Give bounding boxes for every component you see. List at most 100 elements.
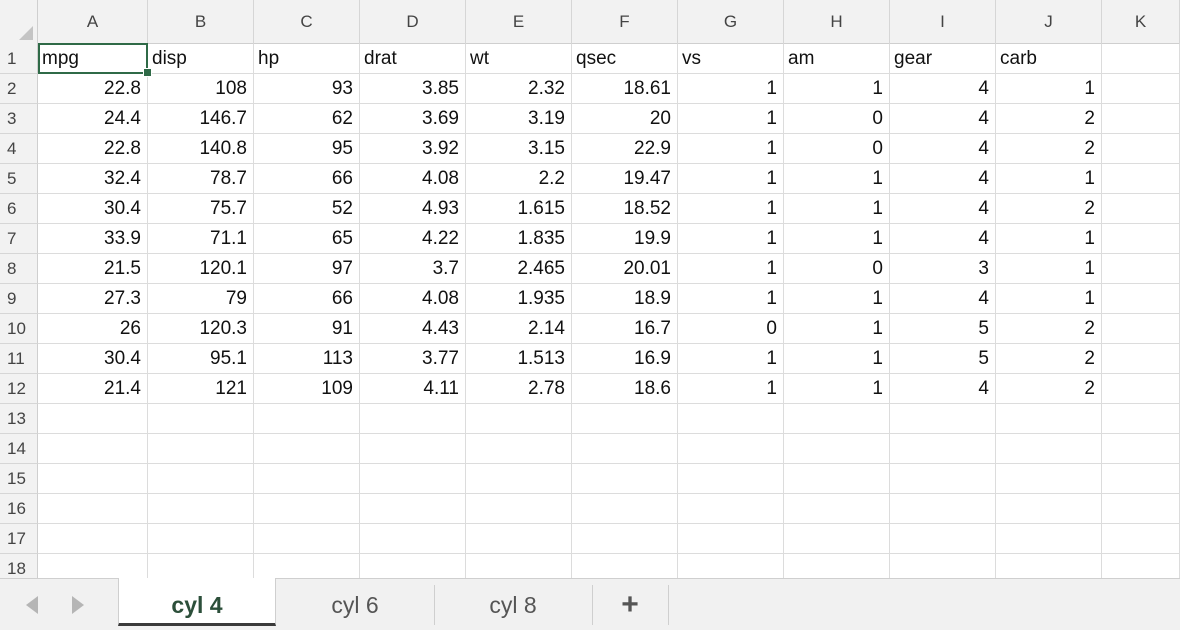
cell-e7[interactable]: 1.835 bbox=[466, 224, 572, 254]
cell-f17[interactable] bbox=[572, 524, 678, 554]
cell-i6[interactable]: 4 bbox=[890, 194, 996, 224]
cell-i3[interactable]: 4 bbox=[890, 104, 996, 134]
cell-d15[interactable] bbox=[360, 464, 466, 494]
cell-k5[interactable] bbox=[1102, 164, 1180, 194]
cell-h14[interactable] bbox=[784, 434, 890, 464]
cell-g6[interactable]: 1 bbox=[678, 194, 784, 224]
fill-handle[interactable] bbox=[143, 68, 152, 77]
column-header-b[interactable]: B bbox=[148, 0, 254, 44]
cell-b14[interactable] bbox=[148, 434, 254, 464]
cell-f10[interactable]: 16.7 bbox=[572, 314, 678, 344]
cell-h10[interactable]: 1 bbox=[784, 314, 890, 344]
cell-b9[interactable]: 79 bbox=[148, 284, 254, 314]
cell-a10[interactable]: 26 bbox=[38, 314, 148, 344]
cell-d11[interactable]: 3.77 bbox=[360, 344, 466, 374]
row-header[interactable]: 8 bbox=[0, 254, 38, 284]
cell-i13[interactable] bbox=[890, 404, 996, 434]
cell-c9[interactable]: 66 bbox=[254, 284, 360, 314]
cell-h6[interactable]: 1 bbox=[784, 194, 890, 224]
cell-c10[interactable]: 91 bbox=[254, 314, 360, 344]
cell-g17[interactable] bbox=[678, 524, 784, 554]
cell-a13[interactable] bbox=[38, 404, 148, 434]
cell-g14[interactable] bbox=[678, 434, 784, 464]
cell-g11[interactable]: 1 bbox=[678, 344, 784, 374]
column-header-c[interactable]: C bbox=[254, 0, 360, 44]
cell-c15[interactable] bbox=[254, 464, 360, 494]
cell-c17[interactable] bbox=[254, 524, 360, 554]
cell-h1[interactable]: am bbox=[784, 44, 890, 74]
cell-a12[interactable]: 21.4 bbox=[38, 374, 148, 404]
cell-f1[interactable]: qsec bbox=[572, 44, 678, 74]
cell-i17[interactable] bbox=[890, 524, 996, 554]
cell-d16[interactable] bbox=[360, 494, 466, 524]
row-header[interactable]: 4 bbox=[0, 134, 38, 164]
cell-e4[interactable]: 3.15 bbox=[466, 134, 572, 164]
cell-h7[interactable]: 1 bbox=[784, 224, 890, 254]
column-header-e[interactable]: E bbox=[466, 0, 572, 44]
cell-g9[interactable]: 1 bbox=[678, 284, 784, 314]
cell-f8[interactable]: 20.01 bbox=[572, 254, 678, 284]
row-header[interactable]: 17 bbox=[0, 524, 38, 554]
cell-h17[interactable] bbox=[784, 524, 890, 554]
cell-d12[interactable]: 4.11 bbox=[360, 374, 466, 404]
cell-a18[interactable] bbox=[38, 554, 148, 578]
cell-j3[interactable]: 2 bbox=[996, 104, 1102, 134]
row-header[interactable]: 12 bbox=[0, 374, 38, 404]
cell-k9[interactable] bbox=[1102, 284, 1180, 314]
cell-g16[interactable] bbox=[678, 494, 784, 524]
cell-e16[interactable] bbox=[466, 494, 572, 524]
row-header[interactable]: 14 bbox=[0, 434, 38, 464]
cell-a4[interactable]: 22.8 bbox=[38, 134, 148, 164]
row-header[interactable]: 9 bbox=[0, 284, 38, 314]
row-header[interactable]: 15 bbox=[0, 464, 38, 494]
cell-e2[interactable]: 2.32 bbox=[466, 74, 572, 104]
cell-e18[interactable] bbox=[466, 554, 572, 578]
row-header[interactable]: 1 bbox=[0, 44, 38, 74]
cell-f7[interactable]: 19.9 bbox=[572, 224, 678, 254]
cell-c1[interactable]: hp bbox=[254, 44, 360, 74]
cell-i2[interactable]: 4 bbox=[890, 74, 996, 104]
cell-e10[interactable]: 2.14 bbox=[466, 314, 572, 344]
sheet-tab-1[interactable]: cyl 4 bbox=[118, 578, 276, 626]
column-header-d[interactable]: D bbox=[360, 0, 466, 44]
cell-i16[interactable] bbox=[890, 494, 996, 524]
cell-j10[interactable]: 2 bbox=[996, 314, 1102, 344]
cell-e11[interactable]: 1.513 bbox=[466, 344, 572, 374]
cell-e1[interactable]: wt bbox=[466, 44, 572, 74]
cell-d17[interactable] bbox=[360, 524, 466, 554]
cell-k7[interactable] bbox=[1102, 224, 1180, 254]
cell-e13[interactable] bbox=[466, 404, 572, 434]
cell-i9[interactable]: 4 bbox=[890, 284, 996, 314]
cell-f14[interactable] bbox=[572, 434, 678, 464]
cell-f6[interactable]: 18.52 bbox=[572, 194, 678, 224]
cell-h15[interactable] bbox=[784, 464, 890, 494]
row-header[interactable]: 16 bbox=[0, 494, 38, 524]
cell-c12[interactable]: 109 bbox=[254, 374, 360, 404]
cell-f5[interactable]: 19.47 bbox=[572, 164, 678, 194]
cell-c18[interactable] bbox=[254, 554, 360, 578]
row-header[interactable]: 18 bbox=[0, 554, 38, 578]
cell-j7[interactable]: 1 bbox=[996, 224, 1102, 254]
cell-j2[interactable]: 1 bbox=[996, 74, 1102, 104]
cell-d13[interactable] bbox=[360, 404, 466, 434]
column-header-g[interactable]: G bbox=[678, 0, 784, 44]
cell-d3[interactable]: 3.69 bbox=[360, 104, 466, 134]
cell-i15[interactable] bbox=[890, 464, 996, 494]
cell-k17[interactable] bbox=[1102, 524, 1180, 554]
cell-j13[interactable] bbox=[996, 404, 1102, 434]
cell-c4[interactable]: 95 bbox=[254, 134, 360, 164]
cell-k1[interactable] bbox=[1102, 44, 1180, 74]
add-sheet-button[interactable]: + bbox=[621, 588, 639, 621]
chevron-left-icon[interactable] bbox=[26, 596, 38, 614]
cell-h2[interactable]: 1 bbox=[784, 74, 890, 104]
cell-e14[interactable] bbox=[466, 434, 572, 464]
cell-d18[interactable] bbox=[360, 554, 466, 578]
cell-a15[interactable] bbox=[38, 464, 148, 494]
cell-j1[interactable]: carb bbox=[996, 44, 1102, 74]
cell-i7[interactable]: 4 bbox=[890, 224, 996, 254]
cell-f2[interactable]: 18.61 bbox=[572, 74, 678, 104]
cell-b5[interactable]: 78.7 bbox=[148, 164, 254, 194]
cell-c14[interactable] bbox=[254, 434, 360, 464]
cell-f13[interactable] bbox=[572, 404, 678, 434]
cell-c11[interactable]: 113 bbox=[254, 344, 360, 374]
